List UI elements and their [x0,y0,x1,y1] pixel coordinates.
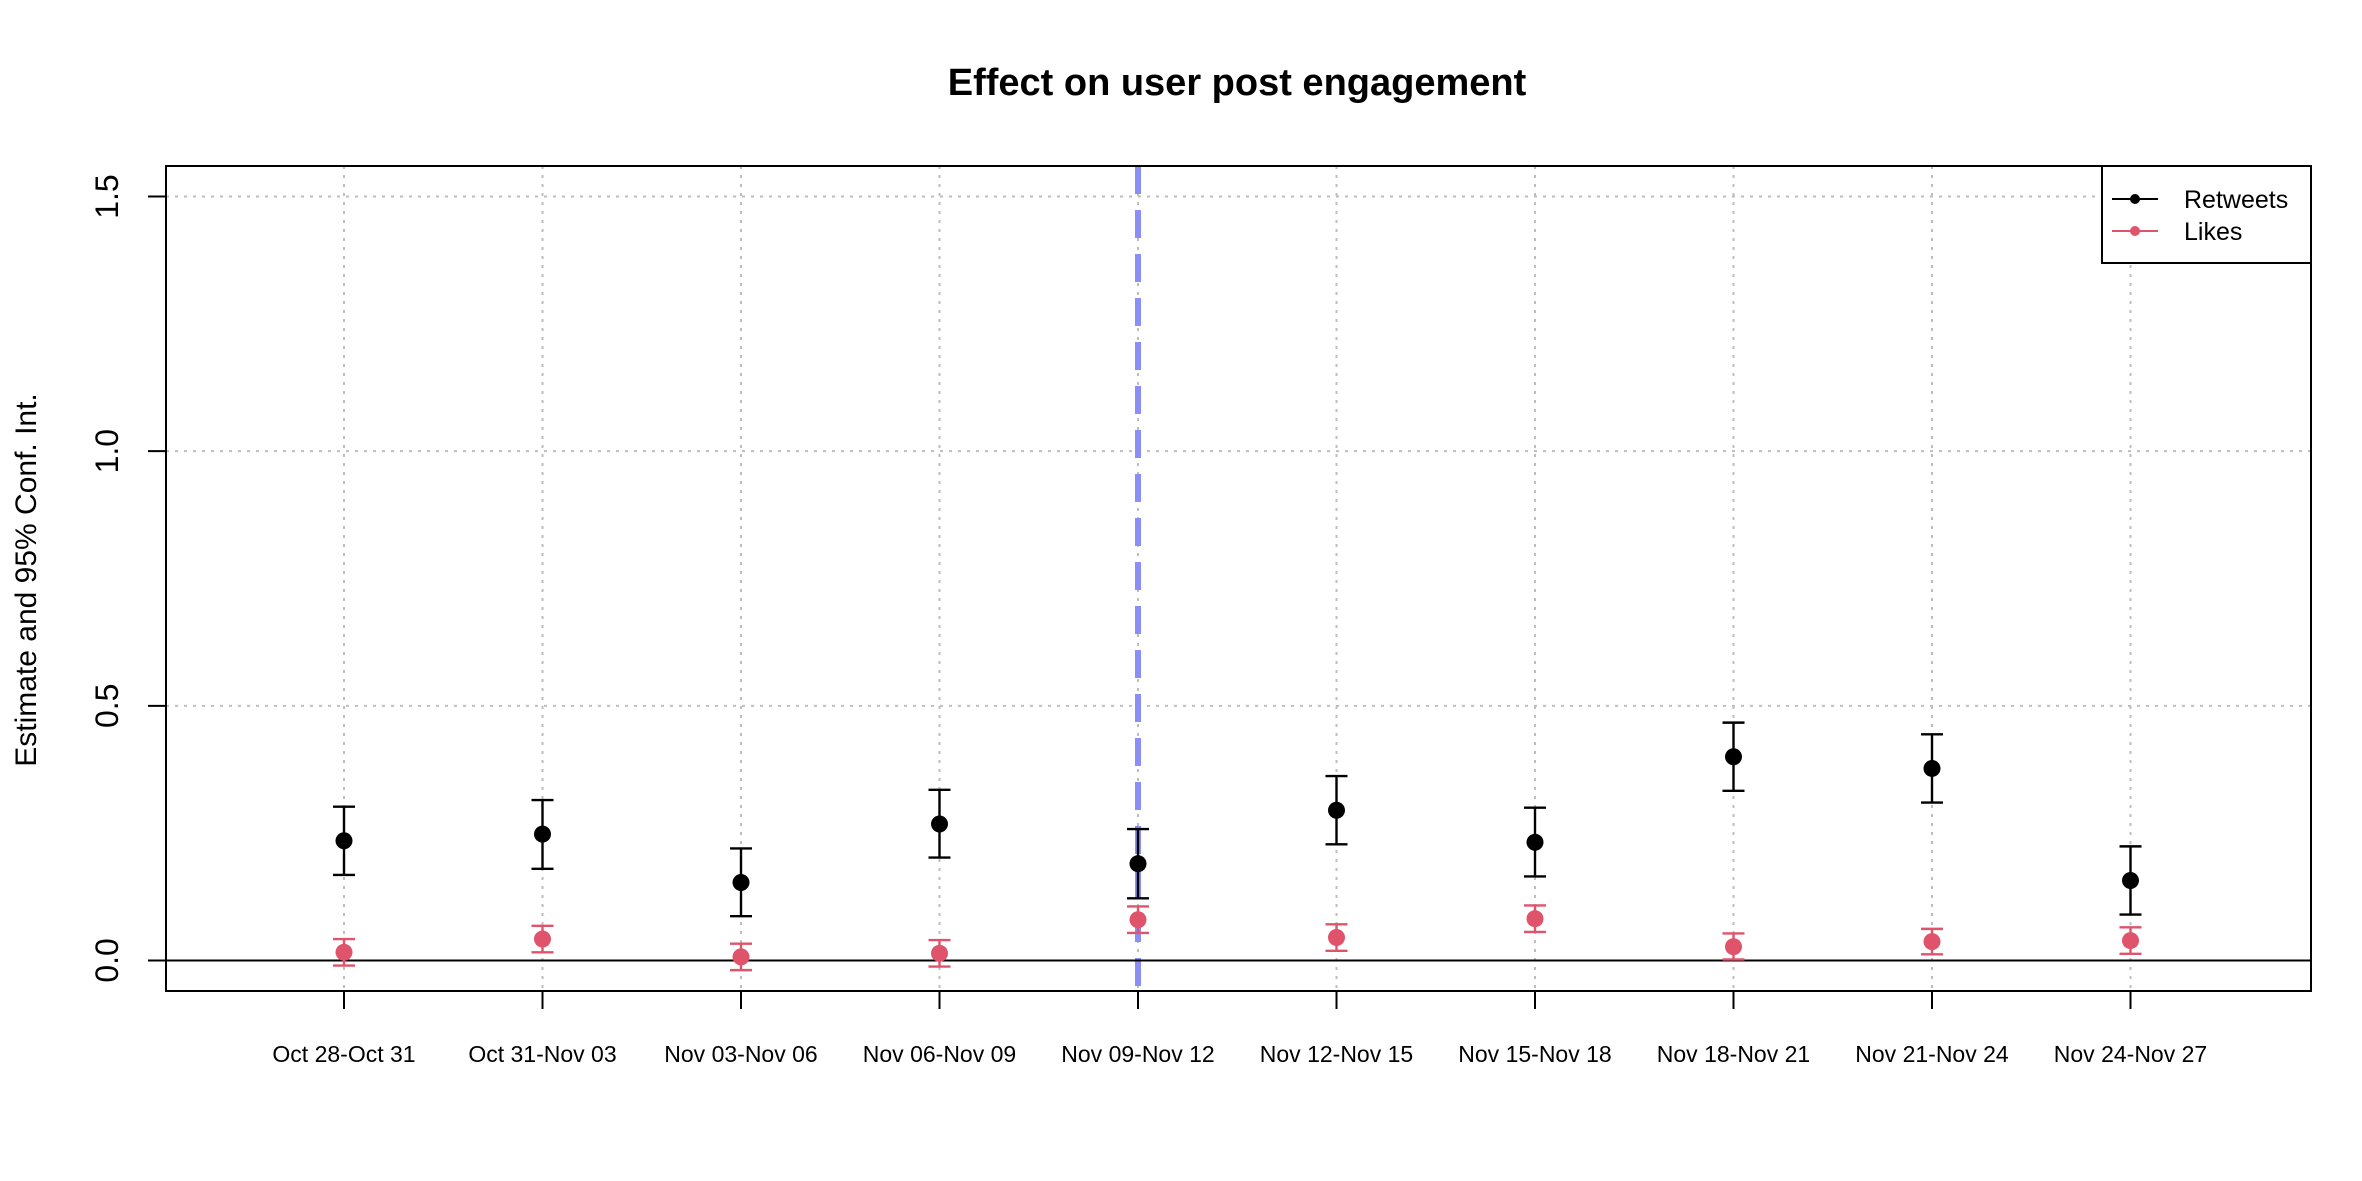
x-tick-label: Nov 06-Nov 09 [863,1041,1016,1067]
x-tick-label: Nov 09-Nov 12 [1061,1041,1214,1067]
legend-item-likes: Likes [2112,218,2242,246]
data-point [1129,911,1147,929]
data-point [1725,938,1742,956]
plot-frame [165,165,2312,992]
x-tick-label: Nov 15-Nov 18 [1458,1041,1611,1067]
legend: Retweets Likes [2101,165,2312,264]
data-point [1923,759,1941,777]
data-point [1526,910,1544,928]
data-point [1526,833,1544,851]
y-tick-label: 0.5 [89,684,125,728]
data-point [1725,748,1742,766]
data-point [1129,855,1147,873]
legend-marker [2130,194,2140,204]
chart-title: Effect on user post engagement [948,62,1527,104]
legend-marker [2130,226,2140,236]
x-tick-label: Nov 24-Nov 27 [2054,1041,2207,1067]
data-point [534,825,551,843]
legend-item-retweets: Retweets [2112,186,2288,214]
x-tick-label: Nov 21-Nov 24 [1855,1041,2009,1067]
data-point [1328,801,1345,819]
data-point [335,832,353,850]
data-point [931,944,948,962]
series-retweets [333,721,2142,918]
data-point [1923,933,1941,951]
x-tick-label: Nov 12-Nov 15 [1260,1041,1413,1067]
legend-label: Likes [2184,218,2242,246]
data-series [333,721,2142,972]
axes: 0.0 0.5 1.0 1.5 Oct 28-Oct 31 Oct 31-Nov 03 No… [89,165,2312,1067]
data-point [534,930,551,948]
x-tick-label: Nov 18-Nov 21 [1657,1041,1810,1067]
legend-label: Retweets [2184,186,2288,214]
data-point [1328,929,1345,947]
legend-box [2101,165,2312,264]
data-point [2122,871,2139,889]
y-tick-label: 1.5 [89,174,125,218]
data-point [335,943,353,961]
y-tick-label: 1.0 [89,429,125,473]
data-point [931,815,948,833]
series-likes [333,904,2142,972]
data-point [2122,932,2139,950]
data-point [732,874,750,892]
x-tick-label: Oct 31-Nov 03 [468,1041,616,1067]
y-tick-label: 0.0 [89,938,125,982]
grid-lines [166,166,2311,991]
y-axis-label: Estimate and 95% Conf. Int. [10,393,43,767]
x-tick-label: Nov 03-Nov 06 [664,1041,817,1067]
data-point [732,948,750,966]
x-tick-label: Oct 28-Oct 31 [272,1041,415,1067]
